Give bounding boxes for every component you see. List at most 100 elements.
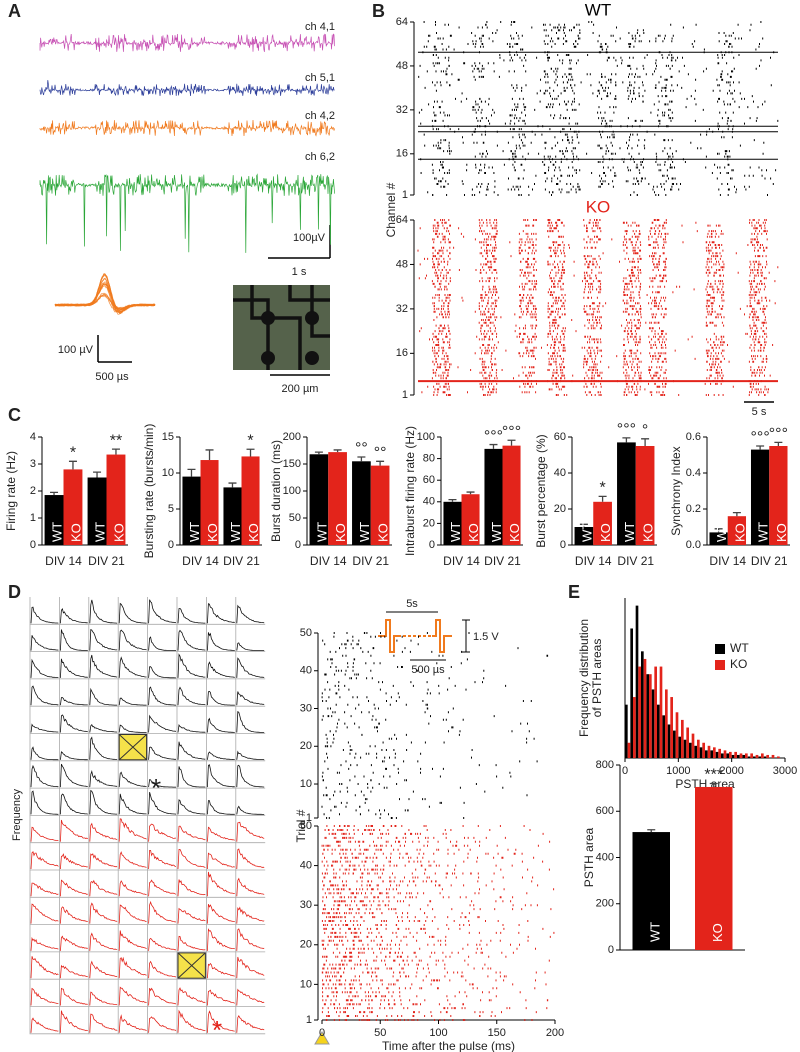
psth-curve bbox=[60, 879, 88, 897]
y-axis-label: Intraburst firing rate (Hz) bbox=[403, 426, 417, 556]
psth-curve bbox=[89, 770, 118, 788]
y-tick-label: 16 bbox=[396, 148, 408, 160]
psth-curve bbox=[236, 642, 265, 651]
psth-curve bbox=[118, 602, 147, 624]
y-tick-label: 10 bbox=[300, 778, 312, 790]
x-tick-label: DIV 14 bbox=[443, 554, 480, 568]
psth-cell bbox=[206, 897, 236, 925]
psth-curve bbox=[60, 697, 88, 706]
psth-curve bbox=[30, 746, 59, 761]
x-tick-label: DIV 21 bbox=[751, 554, 788, 568]
histogram-bar bbox=[633, 697, 636, 758]
channel-label: ch 5,1 bbox=[305, 72, 335, 84]
y-tick-label: 20 bbox=[554, 503, 566, 515]
y-axis-label: Trial # bbox=[294, 809, 308, 842]
y-tick-label: 200 bbox=[283, 431, 301, 443]
bar bbox=[44, 495, 64, 545]
histogram-bar bbox=[721, 753, 724, 758]
y-tick-label: 48 bbox=[396, 60, 408, 72]
psth-curve bbox=[118, 880, 147, 897]
bar bbox=[309, 454, 329, 545]
histogram-bar bbox=[654, 666, 657, 758]
x-tick-label: 0 bbox=[319, 1027, 325, 1039]
psth-cell bbox=[59, 733, 89, 762]
histogram-bar bbox=[777, 756, 780, 758]
psth-curve bbox=[177, 766, 206, 788]
bar bbox=[443, 501, 462, 545]
psth-curve bbox=[177, 724, 206, 733]
psth-cell bbox=[147, 651, 177, 680]
psth-curve bbox=[148, 791, 177, 815]
psth-curve bbox=[148, 779, 176, 788]
psth-cell bbox=[235, 842, 266, 871]
scale-label: 100 µV bbox=[58, 344, 94, 356]
psth-curve bbox=[89, 1013, 118, 1033]
psth-curve bbox=[207, 717, 235, 733]
psth-curve bbox=[177, 741, 206, 760]
psth-curve bbox=[30, 764, 59, 788]
significance: °°° bbox=[769, 426, 788, 443]
histogram-bar bbox=[630, 628, 633, 758]
psth-curve bbox=[60, 629, 88, 651]
bar-label: KO bbox=[710, 923, 725, 942]
histogram-bar bbox=[646, 674, 649, 758]
histogram-bar bbox=[675, 712, 679, 758]
psth-curve bbox=[207, 826, 235, 842]
histogram-bar bbox=[657, 704, 660, 758]
bar-label: KO bbox=[732, 523, 747, 542]
psth-curve bbox=[207, 928, 235, 951]
bar-label: KO bbox=[333, 523, 348, 542]
psth-curve bbox=[30, 606, 59, 624]
psth-curve bbox=[118, 697, 147, 706]
y-tick-label: 64 bbox=[396, 214, 408, 226]
bar bbox=[502, 445, 521, 545]
psth-curve bbox=[118, 724, 147, 733]
y-axis-label: PSTH area bbox=[582, 827, 596, 887]
psth-cell bbox=[176, 624, 207, 652]
histogram-bar bbox=[665, 689, 668, 758]
y-tick-label: 1 bbox=[306, 812, 312, 824]
psth-curve bbox=[177, 935, 206, 951]
histogram-bar bbox=[643, 658, 647, 758]
histogram-bar bbox=[710, 750, 713, 758]
psth-curve bbox=[30, 1017, 59, 1033]
psth-curve bbox=[89, 932, 118, 951]
y-tick-label: 0 bbox=[168, 539, 174, 551]
y-axis-label: Firing rate (Hz) bbox=[4, 451, 18, 531]
psth-cell bbox=[88, 651, 119, 680]
psth-cell bbox=[88, 678, 119, 707]
y-tick-label: 48 bbox=[396, 258, 408, 270]
error-bar bbox=[507, 439, 516, 446]
x-tick-label: 150 bbox=[488, 1027, 506, 1039]
psth-curve bbox=[89, 628, 118, 651]
x-tick-label: 100 bbox=[429, 1027, 447, 1039]
bar bbox=[769, 446, 788, 545]
histogram-bar bbox=[747, 756, 751, 758]
histogram-bar bbox=[662, 715, 665, 758]
psth-cell bbox=[147, 1006, 177, 1035]
y-axis-label: Synchrony Index bbox=[669, 446, 683, 535]
y-tick-label: 15 bbox=[162, 431, 174, 443]
trace bbox=[39, 173, 335, 253]
x-tick-label: 1000 bbox=[666, 765, 690, 777]
psth-curve bbox=[89, 789, 118, 815]
psth-curve bbox=[148, 746, 176, 760]
psth-curve bbox=[60, 763, 88, 788]
panel-label: C bbox=[8, 405, 21, 425]
histogram-bar bbox=[737, 754, 740, 758]
bar-label: KO bbox=[466, 523, 481, 542]
psth-curve bbox=[236, 1014, 265, 1033]
psth-curve bbox=[30, 903, 59, 924]
psth-curve bbox=[236, 604, 265, 624]
stimulus-label: 500 µs bbox=[411, 664, 445, 676]
histogram-bar bbox=[723, 750, 727, 758]
psth-curve bbox=[30, 685, 59, 706]
bar bbox=[635, 446, 655, 545]
psth-curve bbox=[60, 607, 88, 624]
legend-swatch bbox=[715, 660, 725, 670]
y-axis-label: Frequency distribution bbox=[577, 619, 591, 737]
psth-cell bbox=[88, 870, 119, 898]
psth-cell bbox=[206, 624, 236, 652]
psth-curve bbox=[236, 750, 265, 761]
